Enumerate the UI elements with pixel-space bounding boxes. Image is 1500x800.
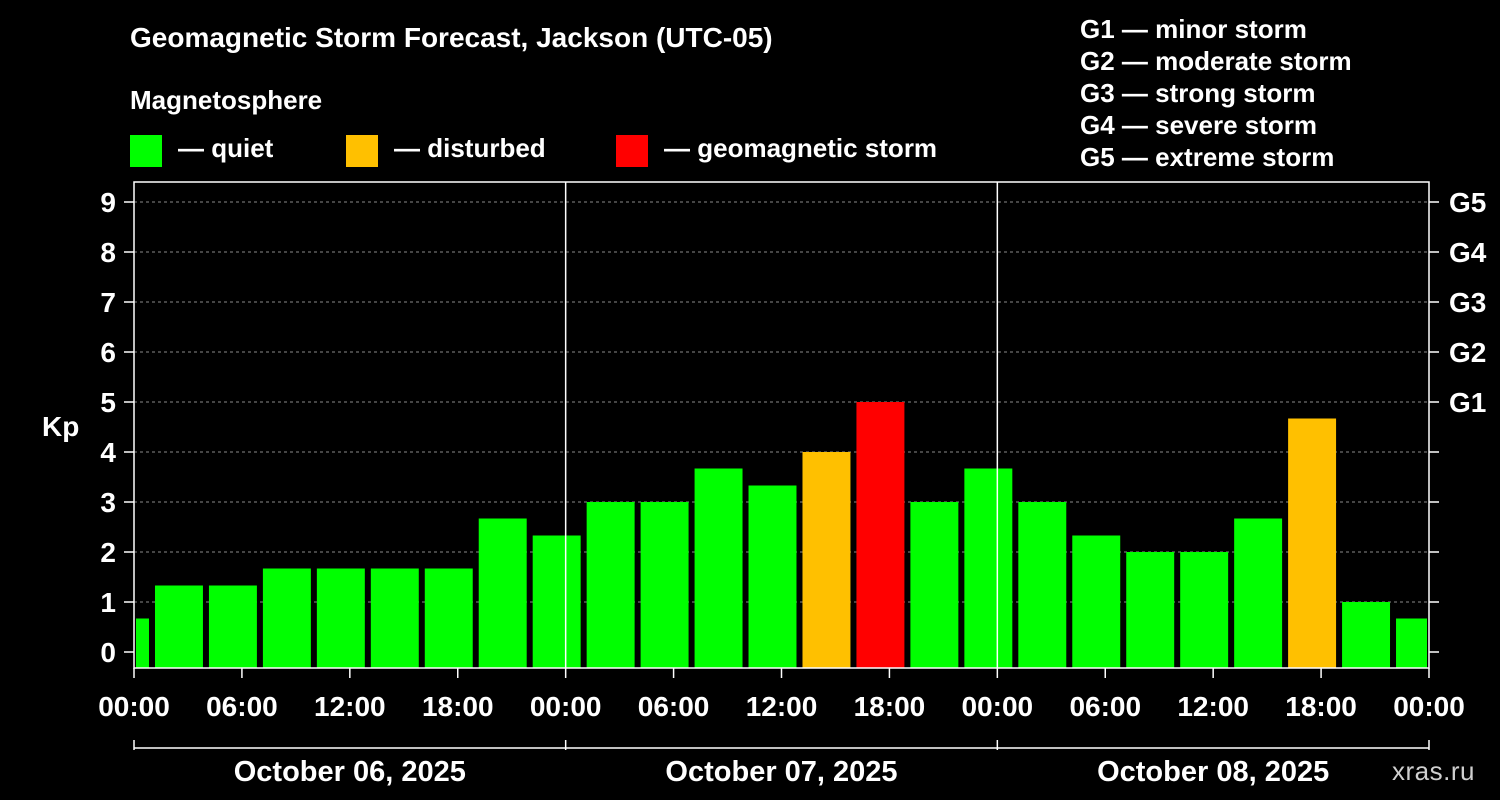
x-tick-label: 12:00 <box>314 691 386 722</box>
legend-label-disturbed: — disturbed <box>394 133 546 163</box>
kp-bar <box>1072 535 1121 668</box>
y-tick-label: 7 <box>100 287 116 318</box>
kp-bar <box>136 618 149 668</box>
chart-subtitle: Magnetosphere <box>130 85 323 115</box>
storm-level-g5: G5 — extreme storm <box>1080 142 1335 172</box>
y-tick-label: 0 <box>100 637 116 668</box>
storm-level-g4: G4 — severe storm <box>1080 110 1318 140</box>
storm-level-tick-label: G2 <box>1449 337 1486 368</box>
kp-bar <box>424 568 473 668</box>
y-tick-label: 6 <box>100 337 116 368</box>
x-tick-label: 06:00 <box>638 691 710 722</box>
x-tick-label: 18:00 <box>1285 691 1357 722</box>
date-label: October 08, 2025 <box>1097 756 1329 788</box>
site-credit: xras.ru <box>1392 756 1475 786</box>
kp-bar <box>694 468 743 668</box>
kp-bar <box>856 402 905 668</box>
kp-bar <box>478 518 527 668</box>
x-tick-label: 12:00 <box>1177 691 1249 722</box>
kp-bar <box>910 502 959 668</box>
y-tick-label: 8 <box>100 237 116 268</box>
date-label: October 06, 2025 <box>234 756 466 788</box>
storm-level-g2: G2 — moderate storm <box>1080 46 1352 76</box>
kp-bar <box>1126 552 1175 668</box>
y-tick-label: 2 <box>100 537 116 568</box>
legend-swatch-disturbed <box>346 135 378 167</box>
kp-bar <box>802 452 851 668</box>
x-tick-label: 00:00 <box>530 691 602 722</box>
kp-bar <box>1288 418 1337 668</box>
kp-bar <box>154 585 203 668</box>
kp-bar <box>1180 552 1229 668</box>
storm-level-tick-label: G1 <box>1449 387 1486 418</box>
storm-level-list: G1 — minor storm G2 — moderate storm G3 … <box>1080 13 1352 173</box>
y-tick-label: 5 <box>100 387 116 418</box>
y-tick-label: 9 <box>100 187 116 218</box>
kp-bar <box>316 568 365 668</box>
legend-label-storm: — geomagnetic storm <box>664 133 938 163</box>
chart-title: Geomagnetic Storm Forecast, Jackson (UTC… <box>130 22 773 53</box>
kp-bar <box>964 468 1013 668</box>
legend-swatch-quiet <box>130 135 162 167</box>
storm-level-tick-label: G4 <box>1449 237 1487 268</box>
y-axis-label: Kp <box>42 411 80 442</box>
storm-level-g1: G1 — minor storm <box>1080 14 1307 44</box>
storm-level-tick-label: G5 <box>1449 187 1486 218</box>
date-label: October 07, 2025 <box>665 756 897 788</box>
kp-bar <box>1234 518 1283 668</box>
x-tick-label: 00:00 <box>98 691 170 722</box>
y-tick-label: 3 <box>100 487 116 518</box>
kp-bar <box>748 485 797 668</box>
kp-bar <box>586 502 635 668</box>
kp-bar <box>532 535 581 668</box>
legend-label-quiet: — quiet <box>178 133 274 163</box>
x-tick-label: 00:00 <box>962 691 1034 722</box>
kp-bar <box>262 568 311 668</box>
kp-bar <box>370 568 419 668</box>
kp-bar <box>1342 602 1391 668</box>
x-tick-label: 06:00 <box>206 691 278 722</box>
storm-level-tick-label: G3 <box>1449 287 1486 318</box>
x-tick-label: 00:00 <box>1393 691 1465 722</box>
legend-swatch-storm <box>616 135 648 167</box>
kp-bar <box>1018 502 1067 668</box>
x-tick-label: 06:00 <box>1069 691 1141 722</box>
kp-bar <box>208 585 257 668</box>
x-tick-label: 18:00 <box>422 691 494 722</box>
kp-bar <box>640 502 689 668</box>
x-tick-label: 12:00 <box>746 691 818 722</box>
x-tick-label: 18:00 <box>854 691 926 722</box>
storm-level-g3: G3 — strong storm <box>1080 78 1316 108</box>
kp-bar <box>1396 618 1427 668</box>
y-tick-label: 1 <box>100 587 116 618</box>
y-tick-label: 4 <box>100 437 116 468</box>
